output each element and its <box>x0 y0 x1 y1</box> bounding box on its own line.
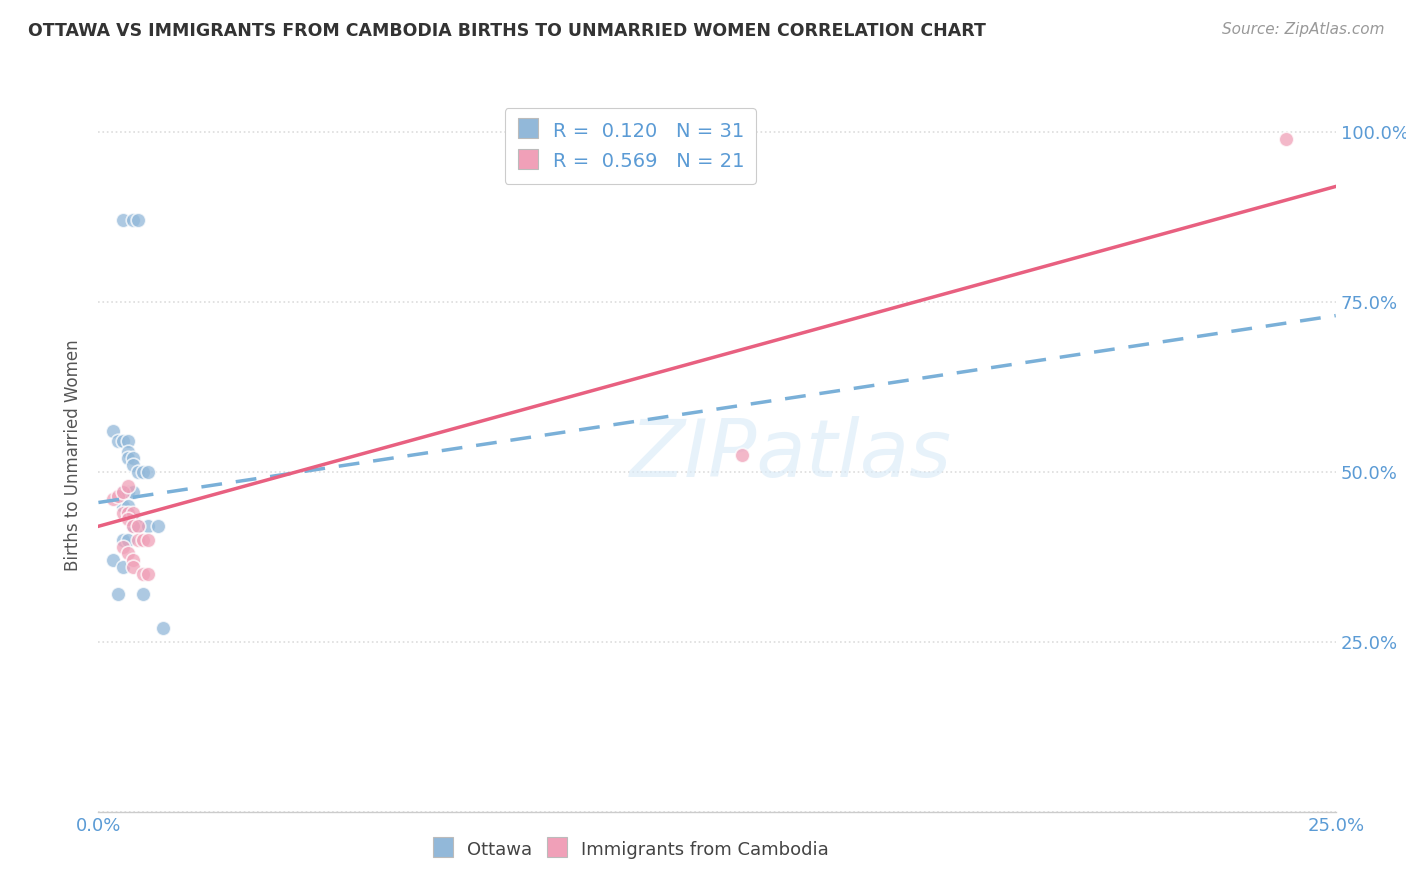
Point <box>117 444 139 458</box>
Point <box>112 213 135 227</box>
Point <box>117 499 139 513</box>
Point <box>107 587 129 601</box>
Y-axis label: Births to Unmarried Women: Births to Unmarried Women <box>65 339 83 571</box>
Point <box>112 560 135 574</box>
Point <box>127 213 149 227</box>
Point <box>103 424 125 438</box>
Point <box>122 519 145 533</box>
Point <box>112 506 135 520</box>
Point <box>122 512 145 526</box>
Point <box>122 519 145 533</box>
Point <box>127 519 149 533</box>
Point <box>107 434 129 449</box>
Point <box>136 519 159 533</box>
Point <box>122 560 145 574</box>
Point <box>136 465 159 479</box>
Text: Source: ZipAtlas.com: Source: ZipAtlas.com <box>1222 22 1385 37</box>
Text: ZIPatlas: ZIPatlas <box>630 416 952 494</box>
Point <box>122 485 145 500</box>
Point <box>122 451 145 466</box>
Point <box>103 553 125 567</box>
Point <box>107 489 129 503</box>
Point <box>117 512 139 526</box>
Point <box>136 533 159 547</box>
Point <box>127 533 149 547</box>
Point <box>112 533 135 547</box>
Point <box>117 546 139 560</box>
Point <box>127 465 149 479</box>
Point <box>731 448 754 462</box>
Point <box>117 485 139 500</box>
Point <box>117 434 139 449</box>
Point <box>132 587 155 601</box>
Point <box>132 465 155 479</box>
Point <box>117 478 139 492</box>
Point <box>127 519 149 533</box>
Point <box>132 566 155 581</box>
Point <box>112 540 135 554</box>
Point <box>103 492 125 507</box>
Point <box>1275 132 1298 146</box>
Point <box>122 553 145 567</box>
Point <box>112 434 135 449</box>
Point <box>132 533 155 547</box>
Point <box>117 533 139 547</box>
Point <box>136 566 159 581</box>
Point <box>152 621 174 635</box>
Point <box>117 506 139 520</box>
Text: OTTAWA VS IMMIGRANTS FROM CAMBODIA BIRTHS TO UNMARRIED WOMEN CORRELATION CHART: OTTAWA VS IMMIGRANTS FROM CAMBODIA BIRTH… <box>28 22 986 40</box>
Point <box>122 458 145 472</box>
Point <box>122 213 145 227</box>
Point <box>117 451 139 466</box>
Legend: Ottawa, Immigrants from Cambodia: Ottawa, Immigrants from Cambodia <box>425 831 835 867</box>
Point <box>146 519 169 533</box>
Point <box>112 485 135 500</box>
Point <box>122 506 145 520</box>
Point <box>112 485 135 500</box>
Point <box>112 499 135 513</box>
